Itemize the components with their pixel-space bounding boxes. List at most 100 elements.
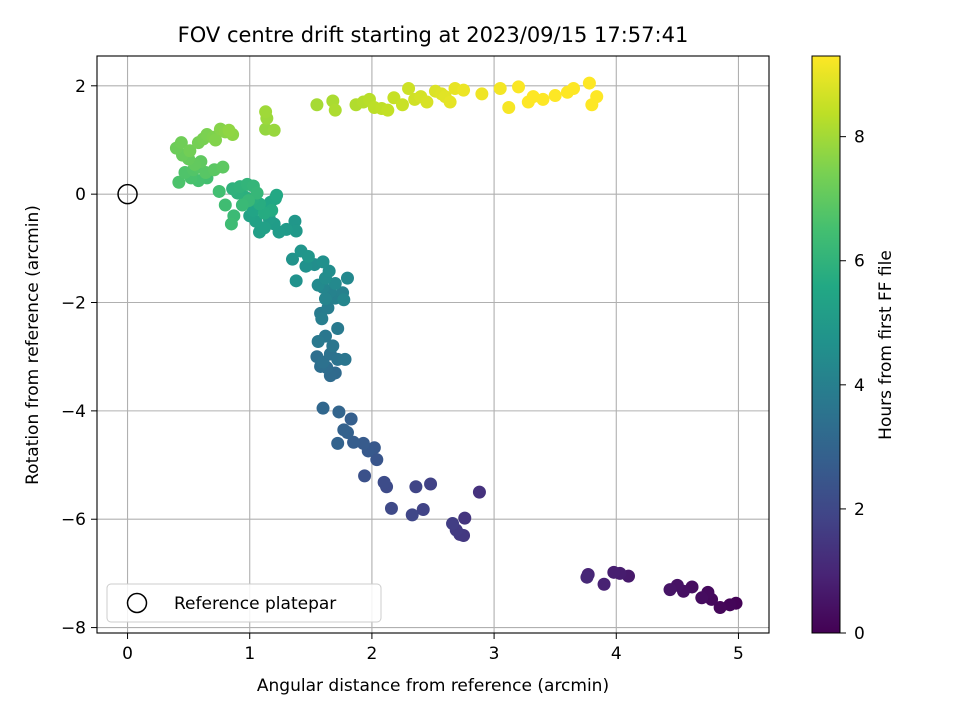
y-axis-label: Rotation from reference (arcmin) xyxy=(23,205,43,485)
y-tick-label: −6 xyxy=(61,510,86,530)
data-point xyxy=(713,601,727,615)
colorbar xyxy=(811,55,841,634)
data-point xyxy=(493,82,507,96)
data-point xyxy=(597,577,611,591)
data-point xyxy=(270,188,284,202)
data-point xyxy=(458,511,472,525)
data-point xyxy=(316,255,330,269)
data-point xyxy=(267,123,281,137)
data-point xyxy=(288,214,302,228)
data-point xyxy=(338,352,352,366)
data-point xyxy=(370,453,384,467)
data-point xyxy=(315,312,329,326)
data-point xyxy=(457,83,471,97)
data-point xyxy=(289,224,303,238)
colorbar-tick-label: 6 xyxy=(854,252,865,272)
data-point xyxy=(301,249,315,263)
data-point xyxy=(235,198,249,212)
data-point xyxy=(299,259,313,273)
data-point xyxy=(443,95,457,109)
data-point xyxy=(331,436,345,450)
data-point xyxy=(358,469,372,483)
data-point xyxy=(472,485,486,499)
legend: Reference platepar xyxy=(106,583,382,623)
data-point xyxy=(332,405,346,419)
data-point xyxy=(326,339,340,353)
x-tick-label: 1 xyxy=(244,644,255,664)
data-point xyxy=(172,175,186,189)
data-point xyxy=(250,186,264,200)
data-point xyxy=(582,76,596,90)
data-point xyxy=(209,133,223,147)
data-point xyxy=(311,335,325,349)
colorbar-label: Hours from first FF file xyxy=(876,250,896,440)
data-point xyxy=(384,501,398,515)
data-point xyxy=(337,423,351,437)
data-point xyxy=(695,591,709,605)
data-point xyxy=(259,105,273,119)
data-point xyxy=(402,82,416,96)
data-point xyxy=(416,502,430,516)
data-point xyxy=(475,87,489,101)
data-point xyxy=(377,475,391,489)
y-axis-ticks: −8 −6 −4 −2 0 2 xyxy=(61,77,97,639)
legend-box xyxy=(106,583,382,623)
data-point xyxy=(328,103,342,117)
y-tick-label: 0 xyxy=(75,185,86,205)
x-axis-label: Angular distance from reference (arcmin) xyxy=(257,676,609,696)
colorbar-tick-label: 0 xyxy=(854,624,865,644)
data-point xyxy=(512,80,526,94)
grid-lines xyxy=(97,56,769,633)
data-point xyxy=(723,598,737,612)
data-point xyxy=(212,184,226,198)
data-point xyxy=(222,123,236,137)
data-point xyxy=(580,570,594,584)
reference-marker-group xyxy=(117,183,138,205)
data-point xyxy=(409,480,423,494)
data-point xyxy=(590,90,604,104)
colorbar-ticks: 0 2 4 6 8 xyxy=(840,128,865,644)
data-point xyxy=(183,144,197,158)
data-point xyxy=(216,160,230,174)
data-point xyxy=(224,217,238,231)
data-point xyxy=(310,98,324,112)
colorbar-tick-label: 2 xyxy=(854,500,865,520)
x-tick-label: 4 xyxy=(611,644,622,664)
plot-area-frame xyxy=(96,55,770,634)
data-point xyxy=(381,103,395,117)
data-point xyxy=(340,271,354,285)
data-point xyxy=(424,477,438,491)
y-tick-label: −4 xyxy=(61,402,86,422)
y-tick-label: −8 xyxy=(61,619,86,639)
data-point xyxy=(446,517,460,531)
data-point xyxy=(285,252,299,266)
scatter-points xyxy=(169,76,743,615)
y-tick-label: −2 xyxy=(61,294,86,314)
data-point xyxy=(344,412,358,426)
data-point xyxy=(316,401,330,415)
data-point xyxy=(548,89,562,103)
data-point xyxy=(318,292,332,306)
chart-title: FOV centre drift starting at 2023/09/15 … xyxy=(178,23,689,47)
x-tick-label: 2 xyxy=(366,644,377,664)
data-point xyxy=(322,264,336,278)
data-point xyxy=(567,82,581,96)
colorbar-tick-label: 4 xyxy=(854,376,865,396)
data-point xyxy=(663,583,677,597)
y-tick-label: 2 xyxy=(75,77,86,97)
colorbar-tick-label: 8 xyxy=(854,128,865,148)
legend-label: Reference platepar xyxy=(174,594,336,614)
data-point xyxy=(607,565,621,579)
data-point xyxy=(174,136,188,150)
data-point xyxy=(405,508,419,522)
data-point xyxy=(420,95,434,109)
data-point xyxy=(331,322,345,336)
data-point xyxy=(356,436,370,450)
x-tick-label: 0 xyxy=(122,644,133,664)
data-point xyxy=(328,277,342,291)
data-point xyxy=(502,100,516,114)
x-tick-label: 5 xyxy=(733,644,744,664)
reference-platepar-marker xyxy=(117,183,138,205)
x-axis-ticks: 0 1 2 3 4 5 xyxy=(122,633,744,664)
